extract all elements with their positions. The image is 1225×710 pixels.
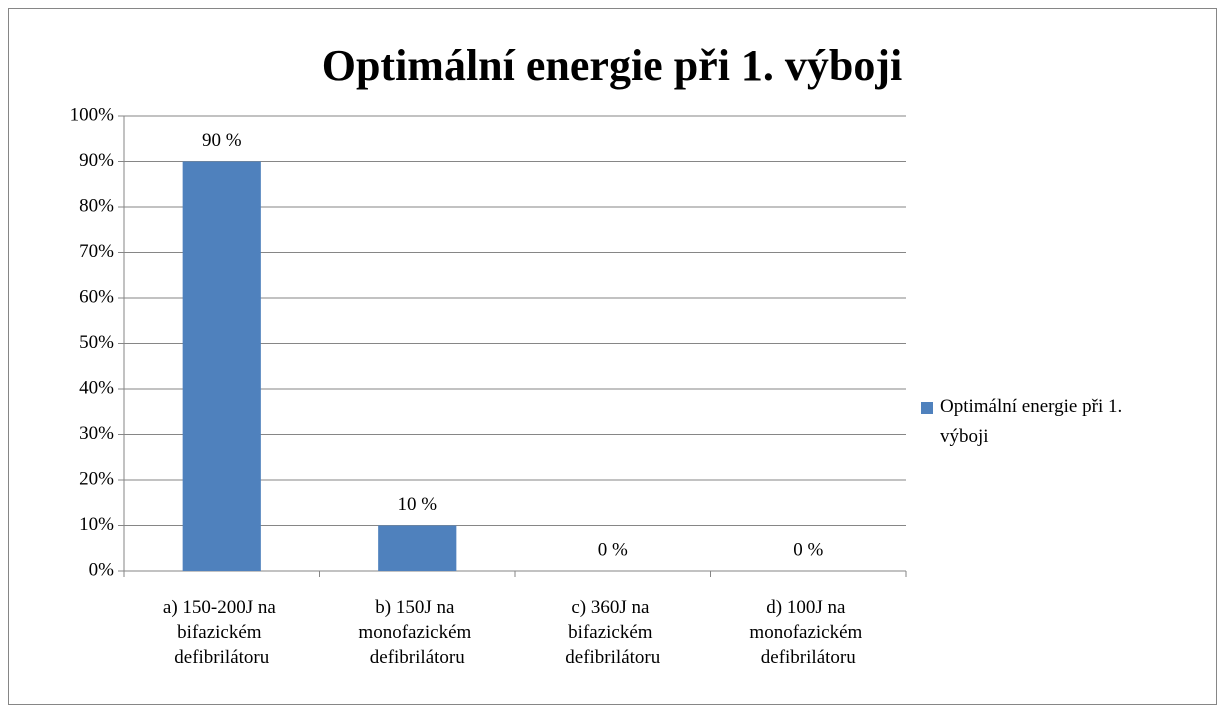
y-tick-label: 20% (79, 468, 114, 489)
data-label: 0 % (793, 539, 823, 560)
y-tick-label: 90% (79, 150, 114, 171)
data-label: 0 % (598, 539, 628, 560)
y-tick-label: 0% (89, 559, 115, 580)
legend-label: Optimální energie při 1. výboji (940, 396, 1127, 447)
bar (378, 525, 457, 571)
x-tick-label: a) 150-200J na bifazickém defibrilátoru (163, 597, 281, 668)
y-tick-label: 50% (79, 332, 114, 353)
x-tick-label: c) 360J na bifazickém defibrilátoru (565, 597, 660, 668)
y-tick-label: 30% (79, 423, 114, 444)
y-tick-label: 60% (79, 286, 114, 307)
x-tick-label: d) 100J na monofazickém defibrilátoru (749, 597, 867, 668)
y-tick-label: 70% (79, 241, 114, 262)
data-label: 10 % (397, 494, 437, 515)
y-tick-label: 80% (79, 195, 114, 216)
y-tick-label: 10% (79, 514, 114, 535)
y-tick-label: 40% (79, 377, 114, 398)
chart-title: Optimální energie při 1. výboji (322, 41, 903, 90)
bar (182, 161, 261, 571)
data-label: 90 % (202, 130, 242, 151)
y-tick-label: 100% (70, 104, 115, 125)
x-tick-label: b) 150J na monofazickém defibrilátoru (358, 597, 476, 668)
legend-swatch (921, 402, 933, 414)
